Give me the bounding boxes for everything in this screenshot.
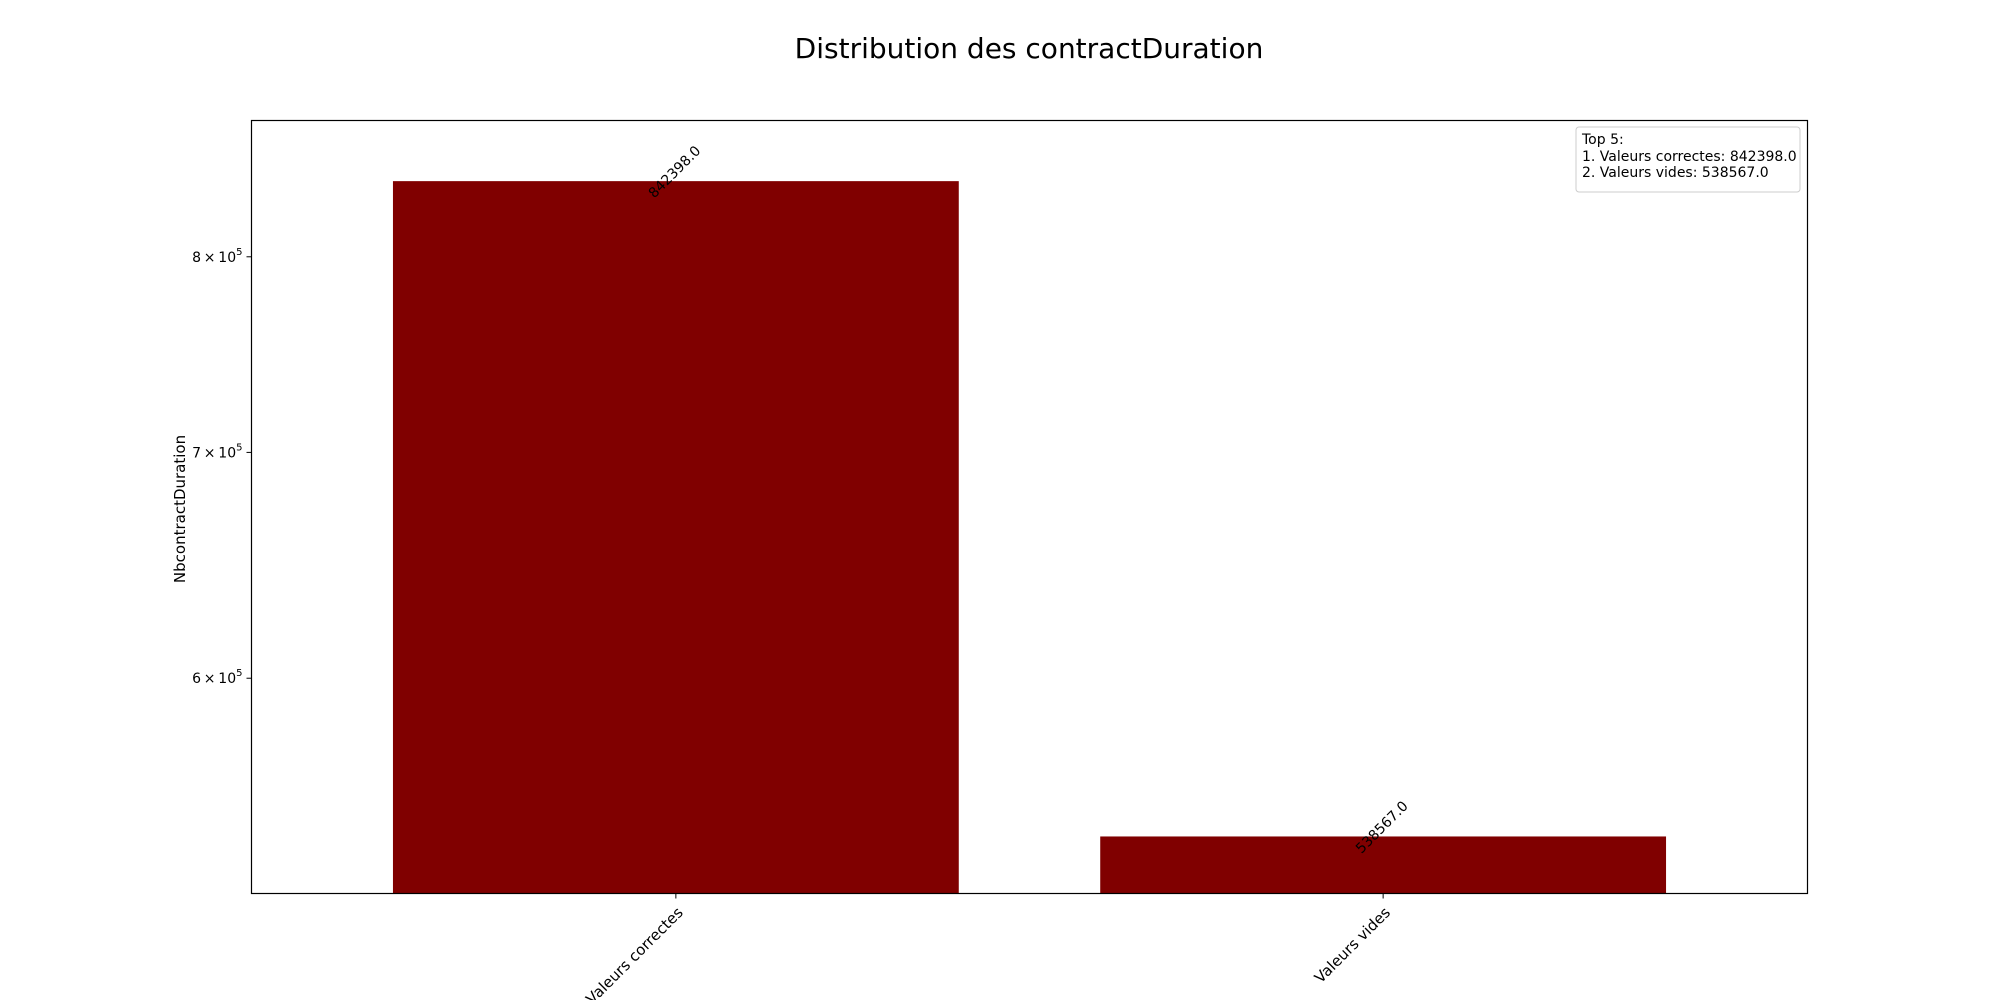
plot-frame (250, 119, 1809, 895)
chart-title: Distribution des contractDuration (795, 32, 1264, 65)
legend-line-1: 1. Valeurs correctes: 842398.0 (1582, 149, 1797, 165)
legend-box: Top 5: 1. Valeurs correctes: 842398.0 2.… (1575, 126, 1801, 193)
y-tick-label-3: 8 × 105 (192, 247, 242, 266)
y-axis-label: NbcontractDuration (171, 435, 189, 583)
bar-1 (392, 181, 959, 894)
legend-line-2: 2. Valeurs vides: 538567.0 (1582, 165, 1769, 181)
y-tick-label-1: 6 × 105 (192, 668, 242, 687)
y-axis-ticks: 6 × 105 7 × 105 8 × 105 (192, 247, 252, 687)
legend-line-heading: Top 5: (1581, 132, 1624, 148)
legend-frame (1575, 126, 1801, 193)
bars-group (392, 181, 1667, 894)
bar-2 (1100, 836, 1667, 894)
y-tick-label-2: 7 × 105 (192, 442, 242, 461)
